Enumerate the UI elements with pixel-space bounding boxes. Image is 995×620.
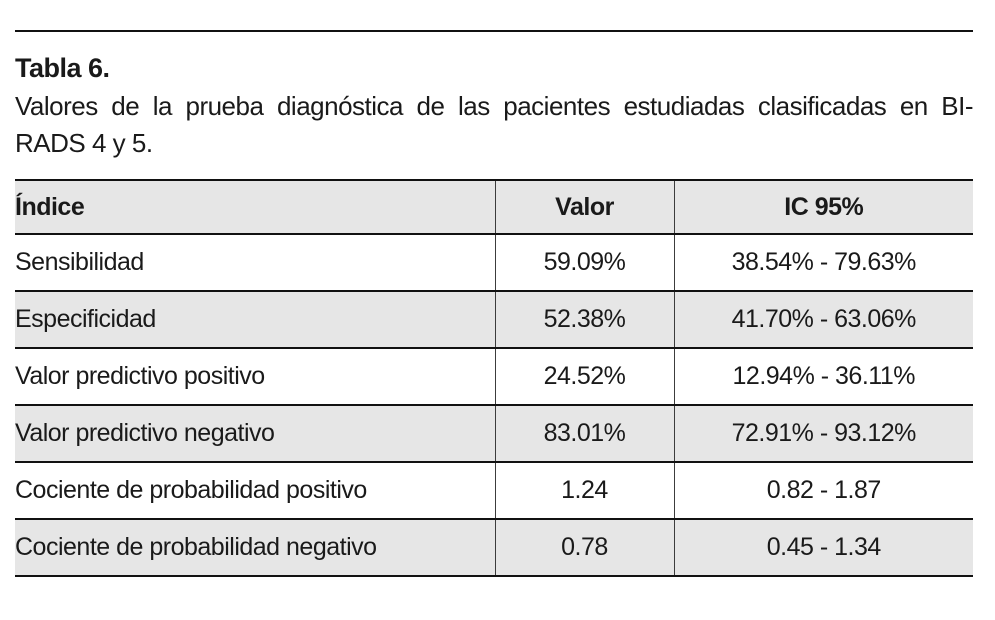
cell-ic95: 72.91% - 93.12% [674, 404, 973, 462]
table-row: Cociente de probabilidad negativo 0.78 0… [15, 518, 973, 576]
cell-valor: 0.78 [494, 518, 675, 576]
cell-indice: Cociente de probabilidad negativo [15, 518, 495, 576]
cell-ic95: 0.45 - 1.34 [674, 518, 973, 576]
cell-indice: Cociente de probabilidad positivo [15, 461, 495, 519]
table-figure: Tabla 6. Valores de la prueba diagnóstic… [15, 0, 974, 577]
cell-ic95: 41.70% - 63.06% [674, 290, 973, 348]
table-caption-line-2: RADS 4 y 5. [15, 128, 153, 158]
cell-valor: 52.38% [494, 290, 675, 348]
column-header-ic95: IC 95% [674, 179, 973, 234]
table-row: Cociente de probabilidad positivo 1.24 0… [15, 461, 973, 519]
table-title: Tabla 6. [15, 53, 110, 83]
table-row: Especificidad 52.38% 41.70% - 63.06% [15, 290, 973, 348]
cell-valor: 83.01% [494, 404, 675, 462]
cell-ic95: 38.54% - 79.63% [674, 233, 973, 291]
cell-ic95: 12.94% - 36.11% [674, 347, 973, 405]
diagnostic-values-table: Índice Valor IC 95% Sensibilidad 59.09% … [15, 179, 973, 577]
table-caption: Valores de la prueba diagnóstica de las … [15, 88, 974, 162]
figure-top-rule [15, 30, 973, 32]
table-row: Valor predictivo negativo 83.01% 72.91% … [15, 404, 973, 462]
table-body: Sensibilidad 59.09% 38.54% - 79.63% Espe… [15, 233, 973, 576]
column-header-indice: Índice [15, 179, 495, 234]
cell-indice: Valor predictivo positivo [15, 347, 495, 405]
cell-valor: 24.52% [494, 347, 675, 405]
cell-valor: 1.24 [494, 461, 675, 519]
table-header-row: Índice Valor IC 95% [15, 179, 973, 234]
table-row: Sensibilidad 59.09% 38.54% - 79.63% [15, 233, 973, 291]
cell-indice: Valor predictivo negativo [15, 404, 495, 462]
column-header-valor: Valor [494, 179, 675, 234]
cell-valor: 59.09% [494, 233, 675, 291]
table-row: Valor predictivo positivo 24.52% 12.94% … [15, 347, 973, 405]
cell-indice: Sensibilidad [15, 233, 495, 291]
table-header: Índice Valor IC 95% [15, 179, 973, 234]
cell-indice: Especificidad [15, 290, 495, 348]
cell-ic95: 0.82 - 1.87 [674, 461, 973, 519]
table-caption-line-1: Valores de la prueba diagnóstica de las … [15, 91, 974, 121]
